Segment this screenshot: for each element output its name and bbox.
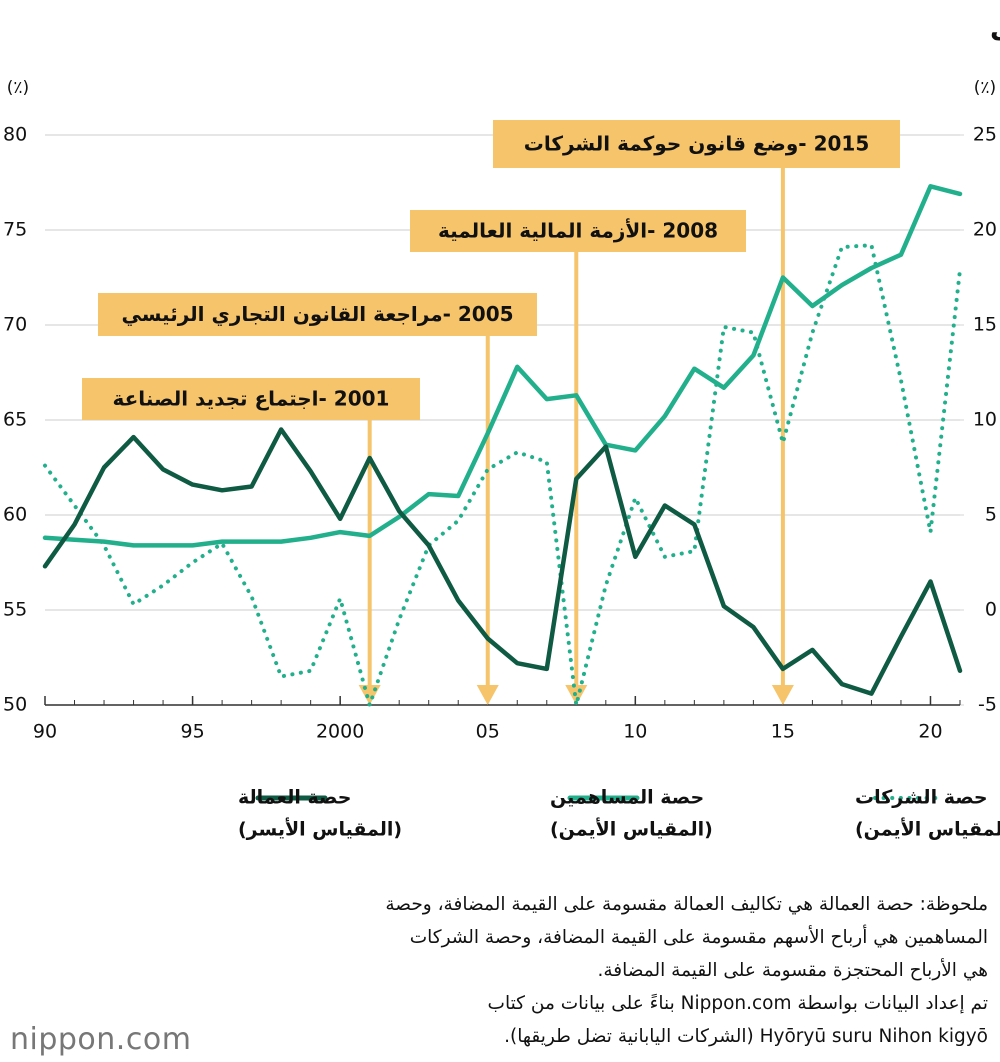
y2-unit: (٪) xyxy=(974,78,996,98)
y2-tick-label: 20 xyxy=(973,219,997,241)
x-tick-label: 05 xyxy=(476,721,500,743)
note-line: تم إعداد البيانات بواسطة Nippon.com بناء… xyxy=(487,993,988,1014)
annotation-box xyxy=(493,120,900,168)
annotation-arrowhead xyxy=(771,685,794,705)
annotation-box xyxy=(82,378,420,420)
logo: nippon.com xyxy=(10,1022,192,1057)
series-line xyxy=(42,184,963,548)
y2-tick-label: -5 xyxy=(978,694,997,716)
series-line xyxy=(43,243,962,707)
annotation-box xyxy=(410,210,746,252)
annotation-label: 2008 -الأزمة المالية العالمية xyxy=(438,218,718,243)
y-tick-label: 70 xyxy=(3,314,27,336)
series-line xyxy=(42,427,963,696)
x-tick-label: 2000 xyxy=(316,721,364,743)
y-tick-label: 60 xyxy=(3,504,27,526)
notes: ملحوظة: حصة العمالة هي تكاليف العمالة مق… xyxy=(188,888,988,1053)
y2-tick-label: 25 xyxy=(973,124,997,146)
note-line: هي الأرباح المحتجزة مقسومة على القيمة ال… xyxy=(597,960,988,981)
annotations: 2001 -اجتماع تجديد الصناعة 2005 -مراجعة ا… xyxy=(82,120,900,705)
legend-note: (المقياس الأيمن) xyxy=(855,818,1000,841)
legend-label: حصة المساهمين xyxy=(550,787,704,809)
y2-tick-label: 15 xyxy=(973,314,997,336)
legend-label: حصة الشركات xyxy=(855,787,988,809)
note-line: Hyōryū suru Nihon kigyō (الشركات اليابان… xyxy=(504,1026,988,1047)
annotation-arrowhead xyxy=(358,685,381,705)
y2-tick-label: 10 xyxy=(973,409,997,431)
legend-note: (المقياس الأيمن) xyxy=(550,818,713,841)
annotation-box xyxy=(98,293,537,336)
x-tick-label: 95 xyxy=(180,721,204,743)
annotation-label: 2005 -مراجعة القانون التجاري الرئيسي xyxy=(121,302,513,327)
x-tick-label: 90 xyxy=(33,721,57,743)
y-tick-label: 55 xyxy=(3,599,27,621)
y-tick-label: 50 xyxy=(3,694,27,716)
legend-label: حصة العمالة xyxy=(238,787,351,809)
x-tick-label: 15 xyxy=(771,721,795,743)
legend-note: (المقياس الأيسر) xyxy=(238,818,402,841)
y-unit: (٪) xyxy=(7,78,29,98)
y-tick-label: 80 xyxy=(3,124,27,146)
note-line: المساهمين هي أرباح الأسهم مقسومة على الق… xyxy=(409,927,988,948)
y-tick-label: 75 xyxy=(3,219,27,241)
y2-tick-label: 0 xyxy=(985,599,997,621)
annotation-label: 2001 -اجتماع تجديد الصناعة xyxy=(113,387,390,411)
x-tick-label: 10 xyxy=(623,721,647,743)
chart-title: توزيع القيمة المضافة للشركات الكبرى xyxy=(990,14,1000,45)
annotation-arrowhead xyxy=(476,685,499,705)
annotation-label: 2015 -وضع قانون حوكمة الشركات xyxy=(524,132,870,156)
y2-tick-label: 5 xyxy=(985,504,997,526)
y-tick-label: 65 xyxy=(3,409,27,431)
x-tick-label: 20 xyxy=(918,721,942,743)
note-line: ملحوظة: حصة العمالة هي تكاليف العمالة مق… xyxy=(385,894,988,915)
